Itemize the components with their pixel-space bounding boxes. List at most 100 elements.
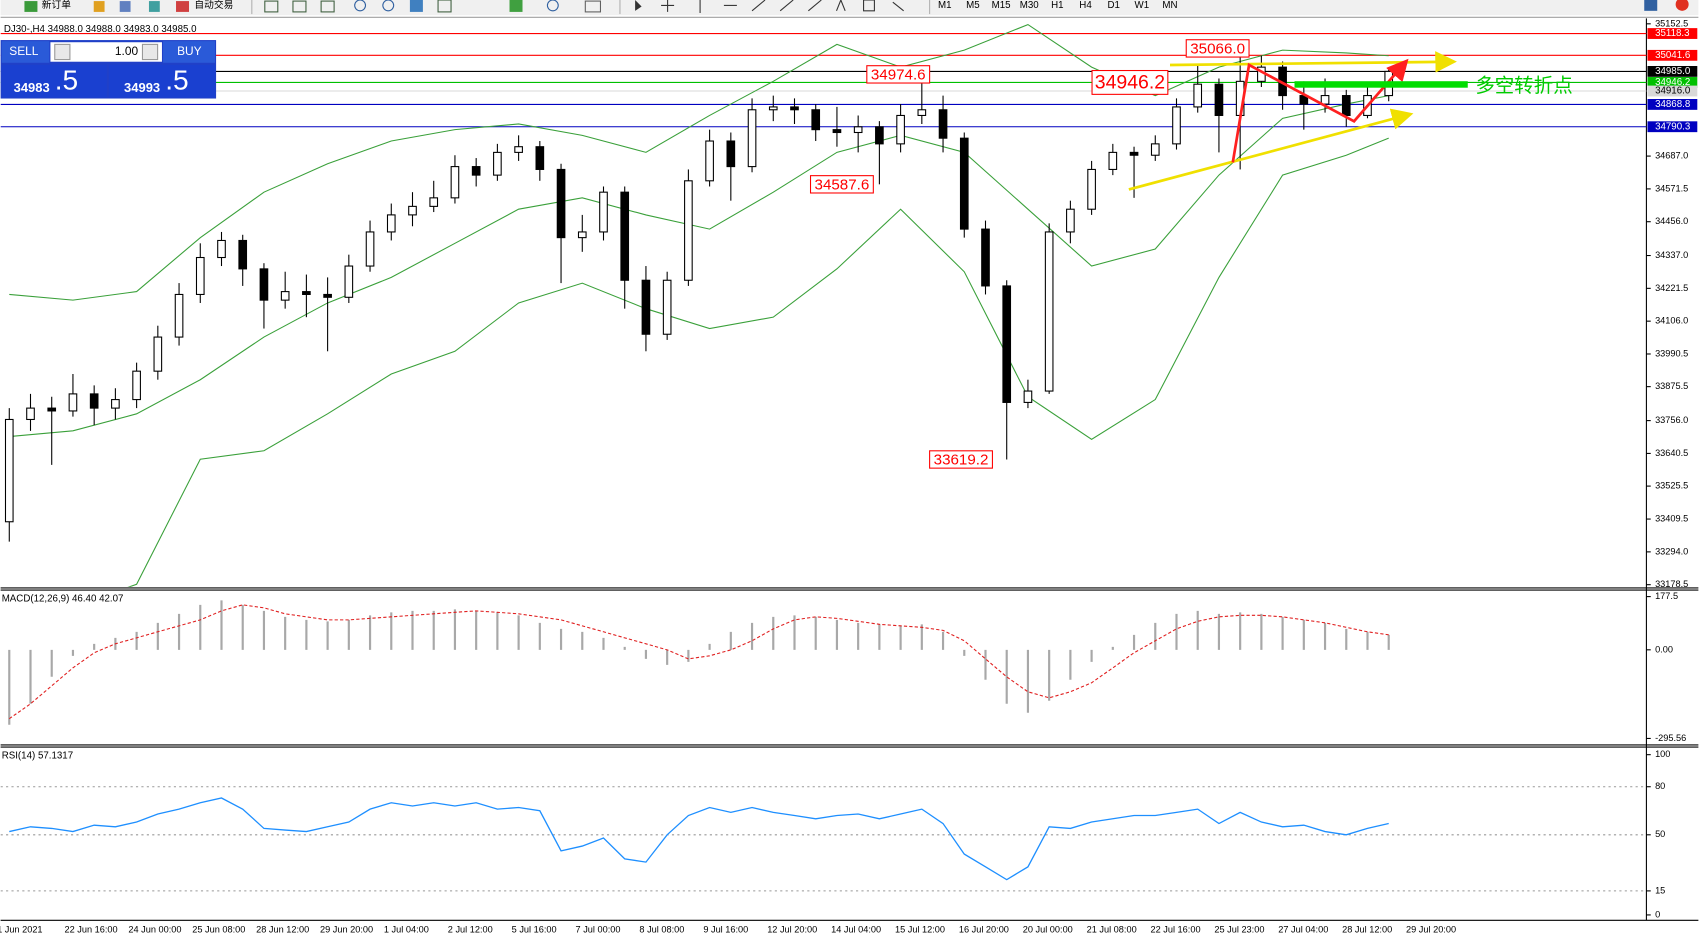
lots-down[interactable]: [54, 43, 71, 61]
x-tick-label: 22 Jul 16:00: [1151, 925, 1201, 935]
candle-body: [790, 106, 799, 111]
icon[interactable]: [93, 1, 105, 12]
icon[interactable]: [1675, 0, 1689, 11]
timeframe-button[interactable]: M1: [938, 0, 952, 11]
x-tick-label: 21 Jul 08:00: [1087, 925, 1137, 935]
timeframe-button[interactable]: D1: [1107, 0, 1119, 11]
icon[interactable]: [382, 0, 395, 12]
icon[interactable]: [635, 0, 642, 11]
x-tick-label: 2 Jul 12:00: [448, 925, 493, 935]
y-tick-label: 50: [1655, 829, 1665, 839]
sell-price[interactable]: 34983: [14, 80, 50, 95]
buy-price[interactable]: 34993: [124, 80, 160, 95]
icon[interactable]: [509, 0, 523, 12]
candle-body: [1023, 390, 1033, 403]
price-level-tag: [1647, 77, 1698, 88]
icon[interactable]: [1644, 0, 1658, 11]
toolbar-button[interactable]: 新订单: [42, 0, 71, 11]
lots-up[interactable]: [141, 43, 159, 61]
x-tick-label: 5 Jul 16:00: [512, 925, 557, 935]
timeframe-button[interactable]: W1: [1135, 0, 1150, 11]
x-tick-label: 25 Jul 23:00: [1214, 925, 1264, 935]
x-tick-label: 1 Jul 04:00: [384, 925, 429, 935]
icon[interactable]: [437, 0, 452, 13]
price-level-label: 34946.2: [1655, 77, 1690, 88]
timeframe-button[interactable]: H1: [1051, 0, 1063, 11]
icon[interactable]: [24, 1, 38, 12]
candle-body: [1320, 95, 1330, 105]
macd-pane: [8, 600, 1390, 725]
price-level-label: 35118.3: [1655, 28, 1689, 39]
candle-body: [1066, 208, 1075, 233]
icon[interactable]: [584, 0, 602, 13]
timeframe-button[interactable]: M5: [966, 0, 980, 11]
icon[interactable]: [409, 0, 423, 12]
icon[interactable]: [808, 0, 822, 12]
candle-body: [217, 239, 226, 259]
icon[interactable]: [354, 0, 367, 12]
candle-body: [577, 231, 587, 239]
x-tick-label: 21 Jun 2021: [0, 925, 43, 935]
candle-body: [1044, 231, 1054, 392]
x-tick-label: 27 Jul 04:00: [1278, 925, 1328, 935]
candle-body: [4, 418, 14, 523]
timeframe-button[interactable]: H4: [1079, 0, 1092, 11]
buy-label[interactable]: BUY: [177, 44, 202, 58]
x-tick-label: 15 Jul 12:00: [895, 925, 945, 935]
icon[interactable]: [176, 1, 190, 12]
icon[interactable]: [148, 1, 160, 12]
icon[interactable]: [779, 0, 794, 12]
icon[interactable]: [661, 0, 675, 12]
timeframe-button[interactable]: M15: [992, 0, 1011, 11]
candle-body: [684, 180, 693, 281]
buy-fraction[interactable]: .5: [165, 65, 188, 96]
lots-input[interactable]: [50, 42, 162, 62]
candle-body: [153, 336, 163, 372]
y-tick-label: 35152.5: [1655, 18, 1688, 28]
sell-button[interactable]: [1, 41, 50, 63]
toolbar-button[interactable]: 自动交易: [194, 0, 233, 11]
icon[interactable]: [264, 0, 279, 13]
candle-body: [238, 239, 248, 270]
candle-body: [259, 268, 269, 301]
icon[interactable]: [836, 0, 846, 12]
candle-body: [344, 265, 354, 298]
price-annotation-box: [1185, 39, 1250, 58]
sell-label[interactable]: SELL: [9, 44, 39, 58]
y-tick-label: 33990.5: [1655, 348, 1688, 358]
candle-body: [1150, 143, 1160, 156]
timeframe-button[interactable]: MN: [1162, 0, 1177, 11]
candle-body: [26, 407, 35, 421]
price-level-label: 34868.8: [1655, 99, 1690, 110]
buy-price-box[interactable]: [108, 64, 216, 98]
icon[interactable]: [892, 1, 904, 12]
y-tick-label: 34337.0: [1655, 250, 1688, 260]
timeframe-button[interactable]: M30: [1020, 0, 1040, 11]
candle-body: [471, 166, 481, 176]
price-level-tag: [1647, 65, 1698, 77]
candle-body: [68, 393, 78, 412]
buy-button[interactable]: [163, 41, 216, 63]
price-annotation: 33619.2: [934, 452, 989, 469]
y-tick-label: 33178.5: [1655, 579, 1688, 589]
candle-body: [280, 291, 290, 301]
icon[interactable]: [751, 0, 766, 12]
icon[interactable]: [119, 1, 131, 12]
sell-price-box[interactable]: [1, 64, 107, 98]
lots-value[interactable]: 1.00: [115, 44, 139, 58]
icon[interactable]: [863, 0, 875, 12]
x-tick-label: 28 Jun 12:00: [256, 925, 309, 935]
candle-body: [132, 370, 141, 401]
y-tick-label: 34571.5: [1655, 183, 1688, 193]
price-annotation: 34587.6: [815, 176, 870, 193]
candle-body: [811, 109, 821, 131]
icon[interactable]: [292, 0, 307, 13]
icon[interactable]: [546, 0, 559, 12]
price-level-tag: [1647, 121, 1698, 133]
rsi-pane: [0, 786, 1647, 892]
candle-body: [111, 399, 120, 409]
sell-fraction[interactable]: .5: [55, 65, 78, 96]
price-level-label: 34790.3: [1655, 121, 1690, 132]
icon[interactable]: [320, 0, 335, 13]
